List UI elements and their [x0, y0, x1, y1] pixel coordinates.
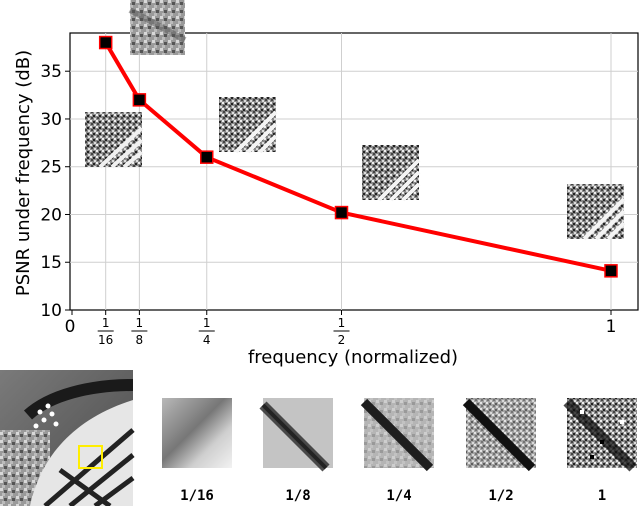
- x-tick-numerator: 1: [136, 316, 144, 330]
- x-tick-denominator: 16: [98, 333, 113, 347]
- x-tick-denominator: 2: [338, 333, 346, 347]
- data-point: [132, 93, 147, 107]
- y-tick-label: 25: [40, 158, 62, 178]
- patch-label: 1/16: [180, 488, 214, 504]
- patch-1-4: [360, 398, 434, 472]
- x-tick-denominator: 8: [136, 333, 144, 347]
- thumbnail-images: [85, 0, 626, 241]
- data-point: [200, 150, 214, 164]
- thumbnail-image: [219, 97, 278, 154]
- y-axis-label: PSNR under frequency (dB): [13, 50, 34, 296]
- x-tick-numerator: 1: [203, 316, 211, 330]
- x-tick-fraction: 12: [333, 316, 350, 347]
- x-tick-fraction: 116: [97, 316, 114, 347]
- psnr-series: [98, 35, 618, 278]
- x-tick-fraction: 14: [198, 316, 215, 347]
- x-tick-numerator: 1: [338, 316, 346, 330]
- data-point: [334, 205, 349, 220]
- y-axis-ticks: 10 15 20 25 30 35: [40, 62, 70, 321]
- x-tick-label: 0: [65, 317, 76, 337]
- y-tick-label: 30: [40, 110, 62, 130]
- patch-1: [563, 398, 637, 472]
- y-tick-label: 10: [40, 301, 62, 321]
- patch-label: 1/8: [285, 488, 311, 504]
- patch-label: 1: [597, 488, 607, 504]
- x-tick-numerator: 1: [102, 316, 110, 330]
- x-tick-denominator: 4: [203, 333, 211, 347]
- x-tick-fraction: 18: [131, 316, 148, 347]
- x-tick-label: 1: [606, 317, 617, 337]
- patch-label: 1/4: [386, 488, 412, 504]
- patch-1-16: [162, 398, 232, 468]
- grid-lines: [70, 33, 638, 310]
- thumbnail-image: [362, 145, 421, 202]
- highlight-box: [78, 445, 103, 469]
- thumbnail-image: [128, 0, 187, 55]
- patch-1-2: [462, 398, 536, 472]
- y-tick-label: 20: [40, 205, 62, 225]
- series-line: [103, 41, 612, 273]
- plot-frame: [69, 32, 639, 311]
- thumbnail-image: [567, 184, 626, 241]
- data-point: [604, 264, 618, 278]
- frequency-patches: [162, 398, 637, 472]
- thumbnail-image: [85, 112, 144, 169]
- butterfly-photo: [0, 370, 135, 506]
- patch-1-8: [259, 398, 333, 472]
- x-axis-label: frequency (normalized): [248, 347, 458, 368]
- y-tick-label: 35: [40, 62, 62, 82]
- patch-label: 1/2: [488, 488, 514, 504]
- y-tick-label: 15: [40, 253, 62, 273]
- data-point: [98, 35, 113, 50]
